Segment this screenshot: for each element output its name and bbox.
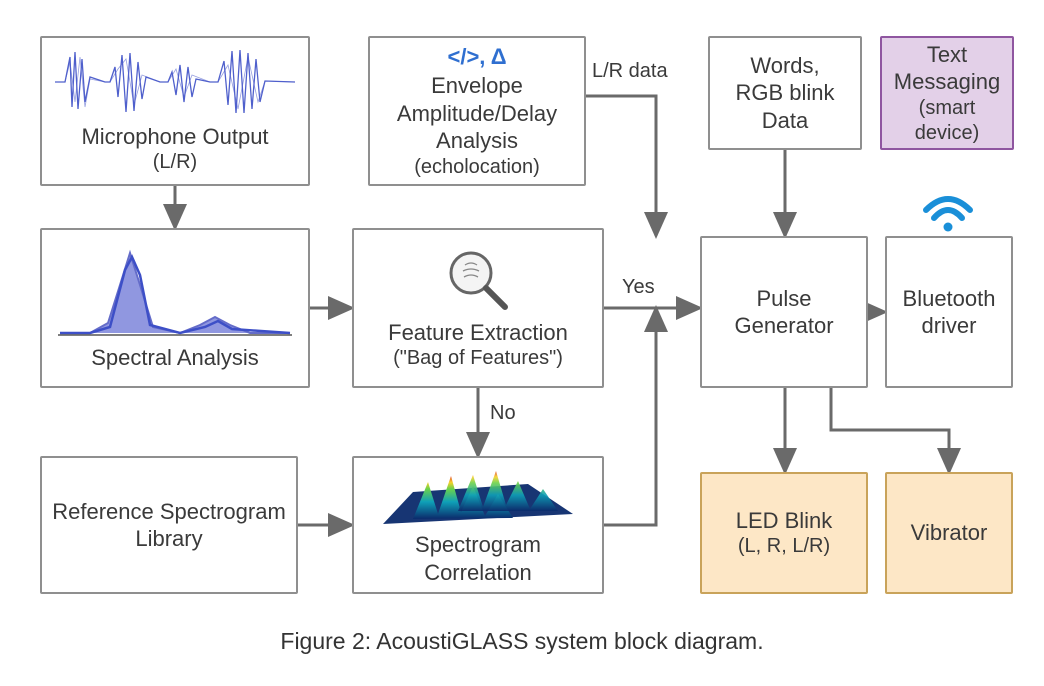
node-led-blink: LED Blink (L, R, L/R) [700,472,868,594]
node-bluetooth-driver: Bluetooth driver [885,236,1013,388]
node-label: Vibrator [911,519,988,547]
node-label: Spectral Analysis [91,344,259,372]
edge-label-yes: Yes [622,276,655,299]
edge-label-no: No [490,402,516,425]
node-label-2: RGB blink [735,79,834,107]
waveform-icon [50,47,300,117]
spectrum-icon [50,245,300,340]
node-label: Pulse Generator [710,285,858,340]
envelope-symbol: </>, Δ [447,43,506,71]
node-sublabel: ("Bag of Features") [393,346,563,371]
node-label: Microphone Output [81,123,268,151]
node-spectrogram-correlation: Spectrogram Correlation [352,456,604,594]
magnifier-icon [443,245,513,315]
node-pulse-generator: Pulse Generator [700,236,868,388]
node-label: LED Blink [736,507,833,535]
node-sublabel: (echolocation) [414,155,540,180]
node-label: Envelope Amplitude/Delay Analysis [378,72,576,155]
node-microphone-output: Microphone Output (L/R) [40,36,310,186]
node-label: Reference Spectrogram Library [50,498,288,553]
node-label: Feature Extraction [388,319,568,347]
node-label: Bluetooth driver [895,285,1003,340]
node-sublabel: (L/R) [153,150,197,175]
spectrogram-3d-icon [373,464,583,529]
edge-label-lr-data: L/R data [592,60,668,83]
node-envelope-analysis: </>, Δ Envelope Amplitude/Delay Analysis… [368,36,586,186]
node-sublabel: (L, R, L/R) [738,534,830,559]
node-text-messaging: Text Messaging (smart device) [880,36,1014,150]
node-label: Text Messaging [890,41,1004,96]
node-label: Spectrogram Correlation [362,531,594,586]
node-label: Words, [750,52,819,80]
node-spectral-analysis: Spectral Analysis [40,228,310,388]
wifi-icon [922,194,974,234]
figure-caption: Figure 2: AcoustiGLASS system block diag… [0,628,1044,655]
node-label-3: Data [762,107,808,135]
node-vibrator: Vibrator [885,472,1013,594]
node-sublabel: (smart device) [890,96,1004,146]
node-words-rgb-data: Words, RGB blink Data [708,36,862,150]
node-feature-extraction: Feature Extraction ("Bag of Features") [352,228,604,388]
node-reference-library: Reference Spectrogram Library [40,456,298,594]
